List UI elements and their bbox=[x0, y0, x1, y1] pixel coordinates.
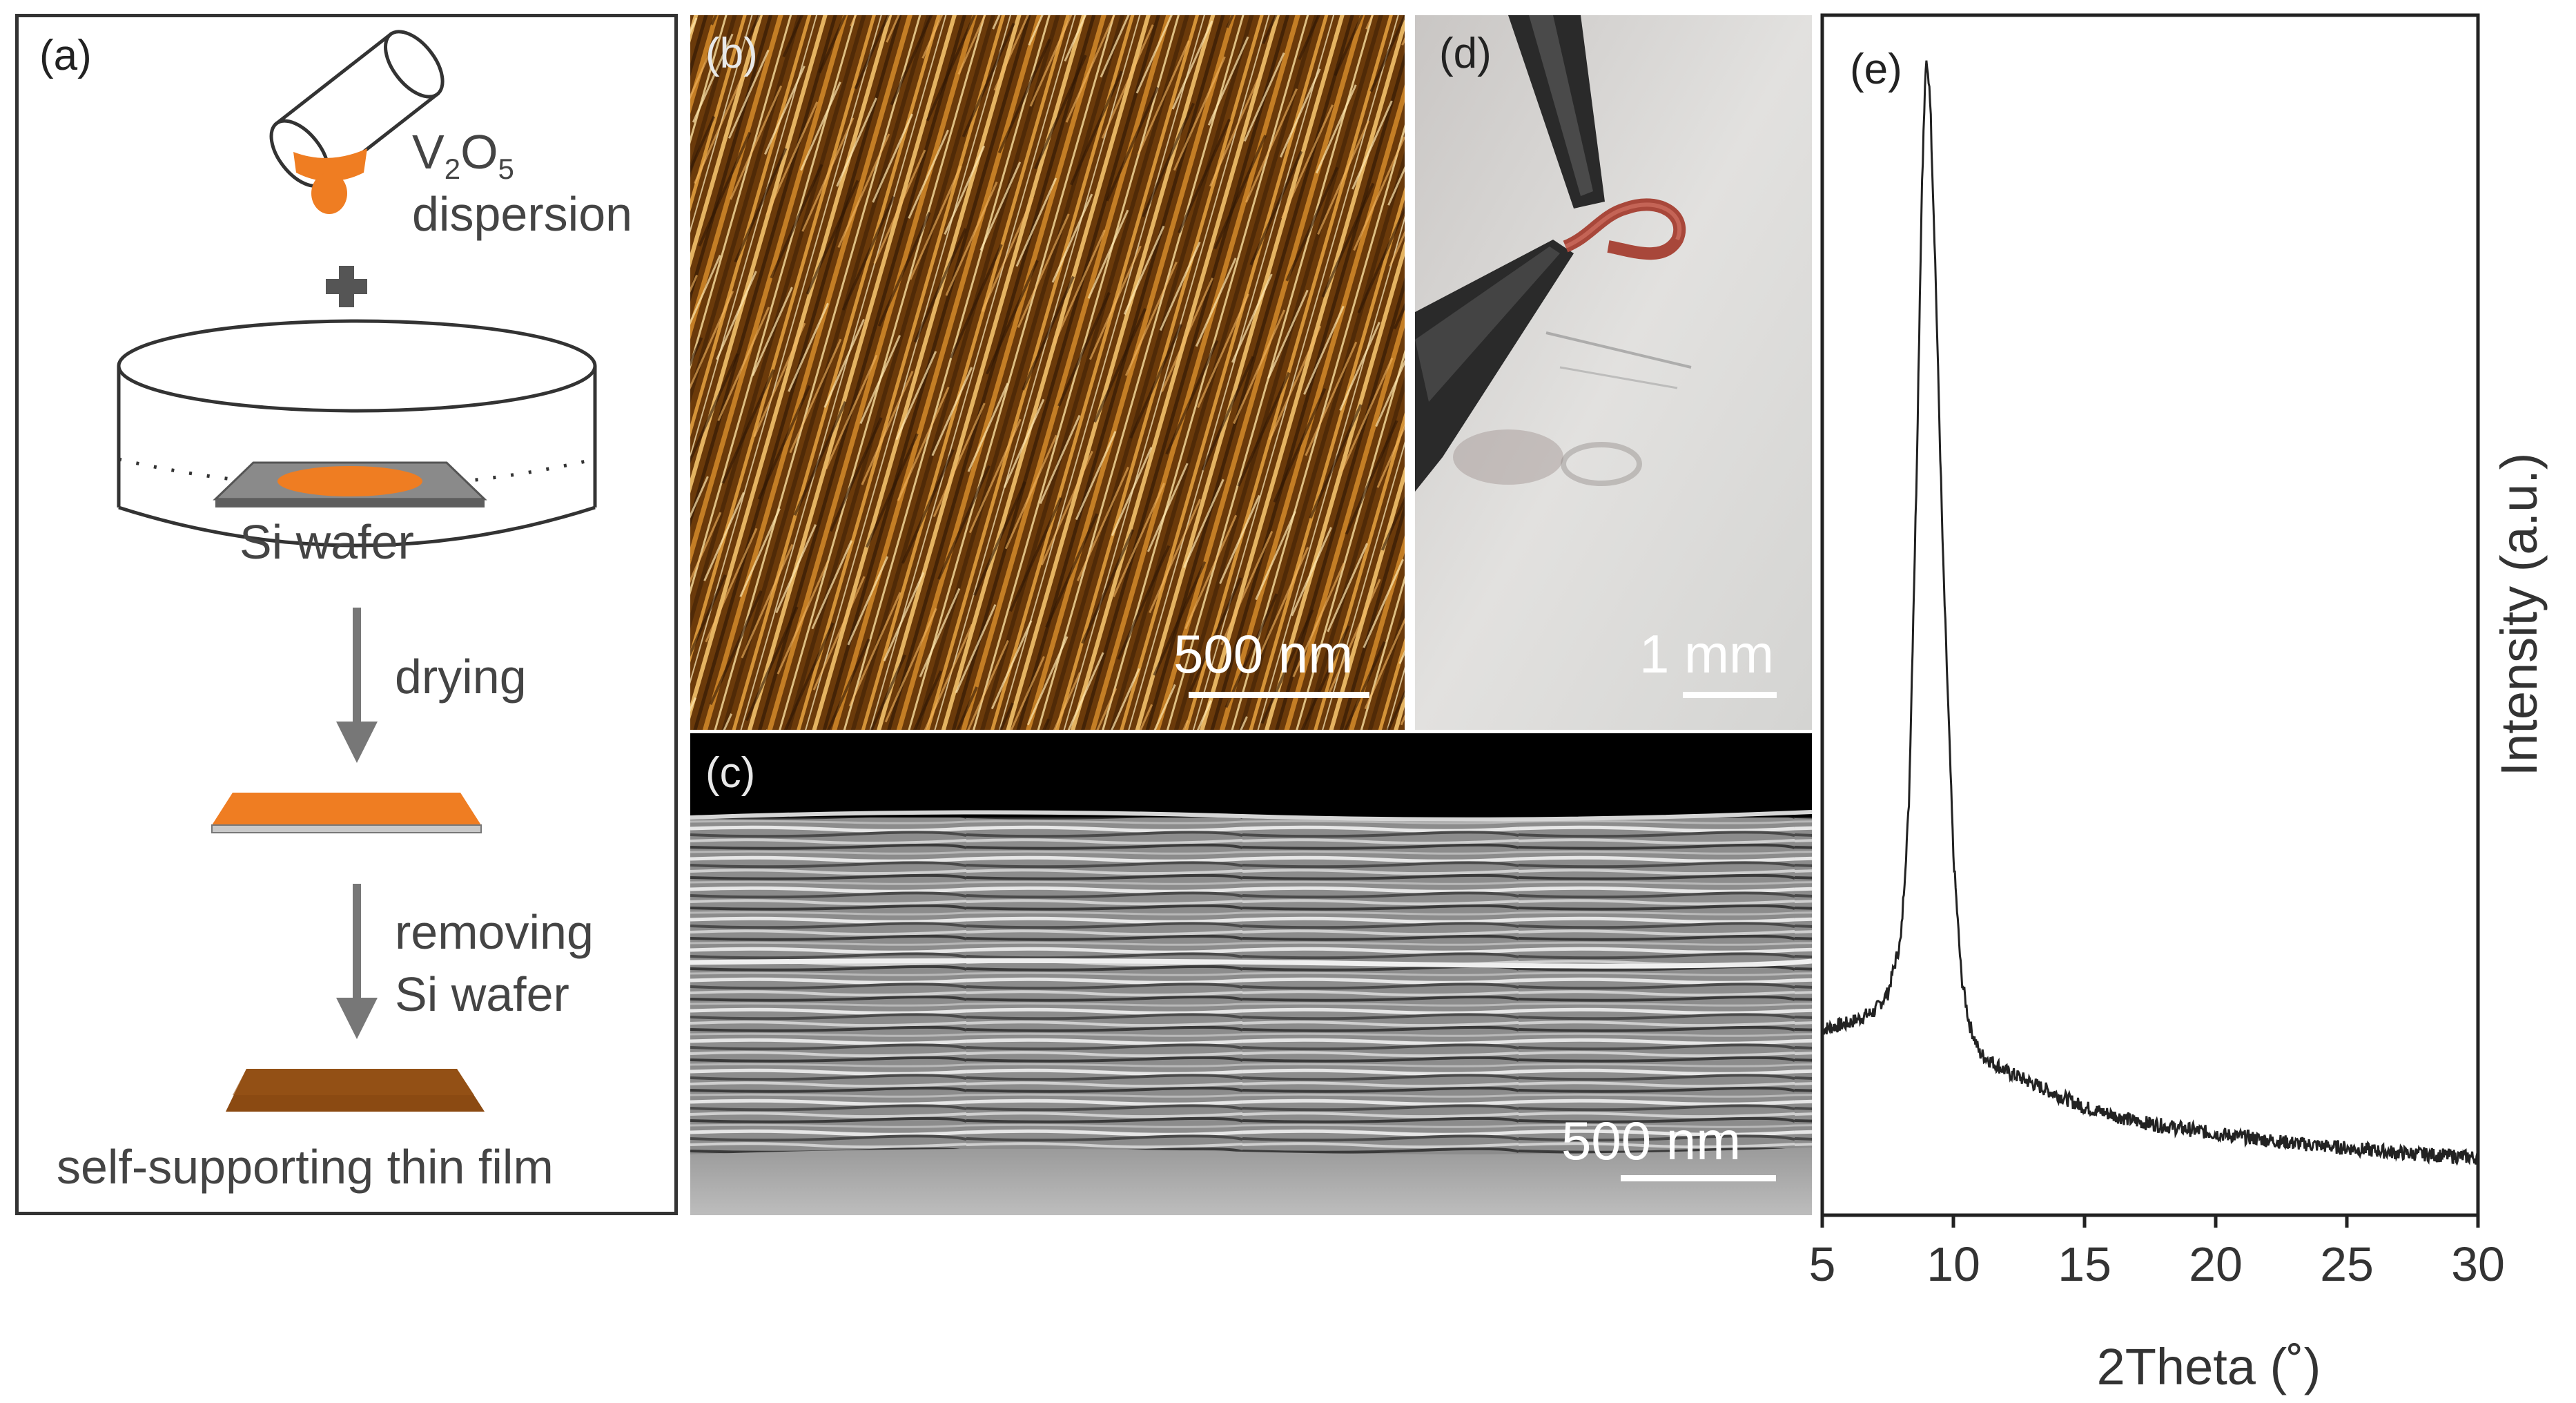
dispersion-tube-icon bbox=[269, 30, 445, 214]
panel-c-scale-bar bbox=[1621, 1175, 1776, 1181]
xrd-chart-svg: 5 10 15 20 25 30 2Theta (˚) Intensity (a.u.) bbox=[1809, 13, 2548, 1395]
afm-texture bbox=[690, 15, 1405, 730]
panel-b-scale-text: 500 nm bbox=[1173, 623, 1354, 684]
final-film-label: self-supporting thin film bbox=[57, 1140, 554, 1194]
x-tick-label-25: 25 bbox=[2320, 1237, 2374, 1291]
panel-e-xrd-chart: (e) 5 10 15 20 25 30 2Theta (˚) Intensity (a.… bbox=[1809, 13, 2575, 1402]
panel-a-label: (a) bbox=[39, 32, 92, 79]
coated-wafer-icon bbox=[211, 793, 482, 833]
tweezers-photo bbox=[1415, 15, 1812, 730]
petri-dish-icon bbox=[117, 319, 597, 548]
x-tick-label-15: 15 bbox=[2058, 1237, 2111, 1291]
x-tick-label-10: 10 bbox=[1926, 1237, 1980, 1291]
dispersion-label: dispersion bbox=[412, 187, 633, 241]
thin-film-icon bbox=[226, 1069, 485, 1112]
si-wafer-label: Si wafer bbox=[240, 515, 414, 569]
si-wafer-label-2: Si wafer bbox=[395, 967, 569, 1021]
drying-label: drying bbox=[395, 650, 527, 704]
x-axis-label: 2Theta (˚) bbox=[2097, 1338, 2321, 1395]
panel-e-label: (e) bbox=[1850, 46, 1902, 93]
xrd-series-line bbox=[1821, 60, 2479, 1166]
arrow-down-icon-2 bbox=[336, 884, 378, 1039]
panel-c-sem-image: (c) 500 nm bbox=[690, 733, 1812, 1215]
x-tick-label-30: 30 bbox=[2451, 1237, 2505, 1291]
panel-b-scale-bar bbox=[1189, 692, 1369, 698]
panel-b-label: (b) bbox=[705, 30, 758, 77]
plus-icon bbox=[326, 266, 367, 307]
y-axis-label: Intensity (a.u.) bbox=[2490, 453, 2548, 777]
panel-c-scale-text: 500 nm bbox=[1561, 1110, 1741, 1171]
arrow-down-icon bbox=[336, 608, 378, 763]
panel-d-label: (d) bbox=[1439, 30, 1492, 77]
x-tick-label-20: 20 bbox=[2189, 1237, 2243, 1291]
plot-frame bbox=[1820, 13, 2480, 1217]
v2o5-label: V2O5 bbox=[412, 125, 514, 185]
removing-label: removing bbox=[395, 905, 594, 959]
panel-c-label: (c) bbox=[705, 749, 756, 797]
x-tick-label-5: 5 bbox=[1809, 1237, 1836, 1291]
sem-texture bbox=[690, 733, 1812, 1215]
panel-d-photo: (d) 1 mm bbox=[1415, 15, 1812, 730]
panel-d-scale-bar bbox=[1683, 692, 1777, 698]
panel-d-scale-text: 1 mm bbox=[1639, 623, 1774, 684]
panel-b-afm-image: (b) 500 nm bbox=[690, 15, 1405, 730]
panel-a-schematic: (a) V2O5 dispersion Si wafer drying bbox=[15, 14, 678, 1215]
